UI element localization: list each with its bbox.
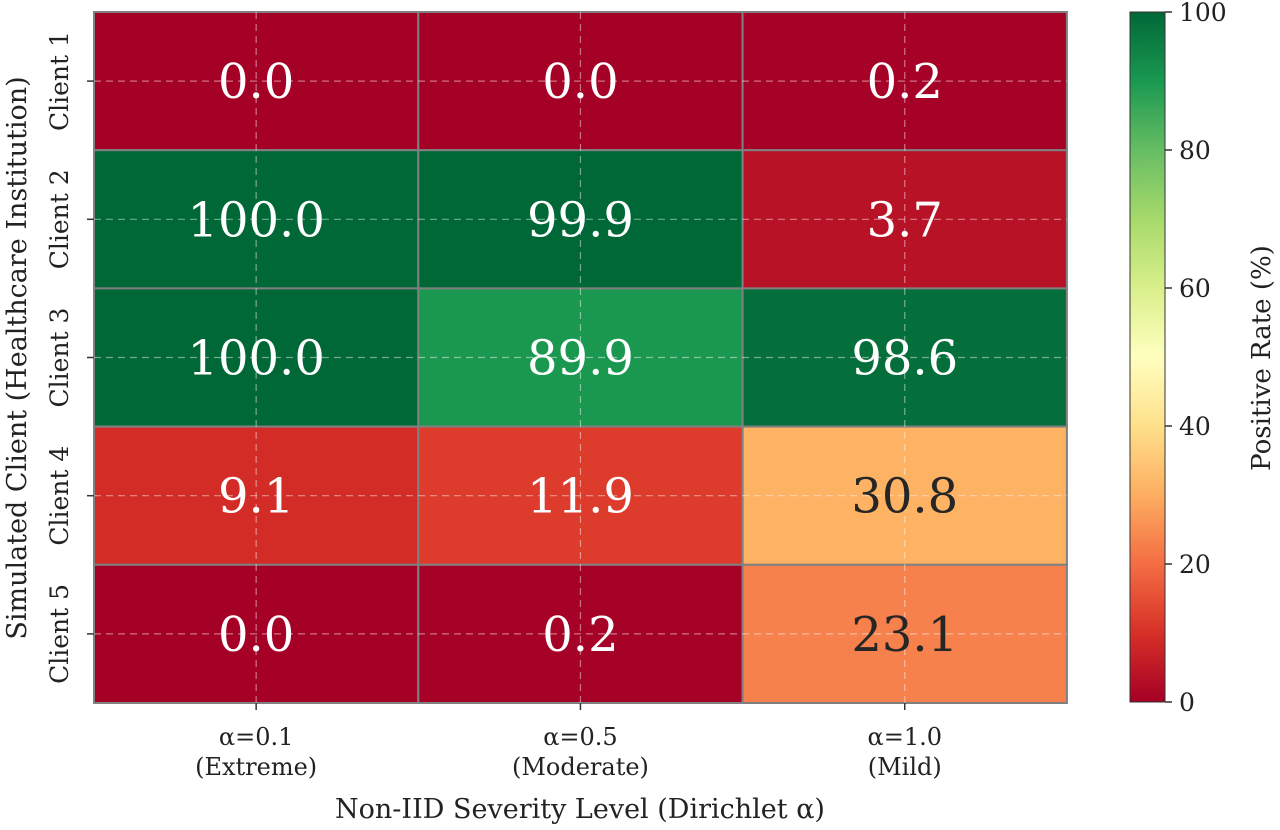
cell-value-labels: 0.0 0.0 0.2 100.0 99.9 3.7 100.0 89.9 98.6 9.1 11.…	[187, 54, 958, 663]
x-tick-label: α=0.1	[219, 723, 293, 751]
heatmap-cell	[741, 11, 1068, 152]
heatmap-cell	[93, 425, 420, 566]
heatmap-cell	[417, 287, 744, 428]
y-tick-label: Client 5	[45, 584, 74, 684]
cell-value-label: 11.9	[527, 469, 634, 525]
y-axis-title: Simulated Client (Healthcare Institution…	[2, 76, 33, 639]
heatmap-cell	[417, 149, 744, 290]
cell-value-label: 0.0	[218, 54, 294, 110]
x-axis-title: Non-IID Severity Level (Dirichlet α)	[335, 794, 825, 825]
cell-value-label: 98.6	[851, 331, 958, 387]
cell-value-label: 89.9	[527, 331, 634, 387]
heatmap-cell	[93, 11, 420, 152]
colorbar-tick-label: 100	[1179, 0, 1227, 27]
x-tick-sublabel: (Extreme)	[195, 753, 317, 781]
x-tick-sublabel: (Moderate)	[512, 753, 649, 781]
x-axis: α=0.1(Extreme) α=0.5(Moderate) α=1.0(Mild)	[195, 703, 942, 781]
colorbar-gradient	[1129, 11, 1166, 703]
y-tick-label: Client 3	[45, 308, 74, 408]
heatmap-cell	[741, 149, 1068, 290]
colorbar-tick-label: 80	[1179, 136, 1211, 165]
grid-lines	[94, 12, 1067, 703]
y-axis: Client 1 Client 2 Client 3 Client 4 Client 5	[45, 31, 94, 684]
colorbar-tick-label: 40	[1179, 412, 1211, 441]
y-tick-label: Client 1	[45, 31, 74, 131]
y-tick-label: Client 2	[45, 169, 74, 269]
cell-value-label: 9.1	[218, 469, 294, 525]
colorbar-ticks: 0 20 40 60 80 100	[1165, 0, 1227, 717]
cell-value-label: 99.9	[527, 192, 634, 248]
heatmap-cell	[93, 149, 420, 290]
cell-value-label: 100.0	[187, 192, 324, 248]
cell-value-label: 0.0	[218, 607, 294, 663]
colorbar-tick-label: 60	[1179, 274, 1211, 303]
x-tick-label: α=0.5	[543, 723, 617, 751]
cell-value-label: 30.8	[851, 469, 958, 525]
cell-value-label: 0.2	[867, 54, 943, 110]
cell-value-label: 100.0	[187, 331, 324, 387]
colorbar-tick-label: 20	[1179, 550, 1211, 579]
heatmap-cells	[93, 11, 1068, 704]
colorbar-tick-label: 0	[1179, 688, 1195, 717]
heatmap-cell	[417, 563, 744, 704]
heatmap-cell	[93, 563, 420, 704]
cell-value-label: 23.1	[851, 607, 958, 663]
x-tick-sublabel: (Mild)	[868, 753, 942, 781]
colorbar-label: Positive Rate (%)	[1247, 245, 1277, 471]
heatmap-cell	[741, 425, 1068, 566]
heatmap-cell	[741, 563, 1068, 704]
cell-value-label: 3.7	[867, 192, 943, 248]
cell-value-label: 0.2	[542, 607, 618, 663]
x-tick-label: α=1.0	[868, 723, 942, 751]
cell-value-label: 0.0	[542, 54, 618, 110]
colorbar: 0 20 40 60 80 100 Positive Rate (%)	[1129, 0, 1277, 717]
heatmap-cell	[417, 11, 744, 152]
y-tick-label: Client 4	[45, 446, 74, 546]
